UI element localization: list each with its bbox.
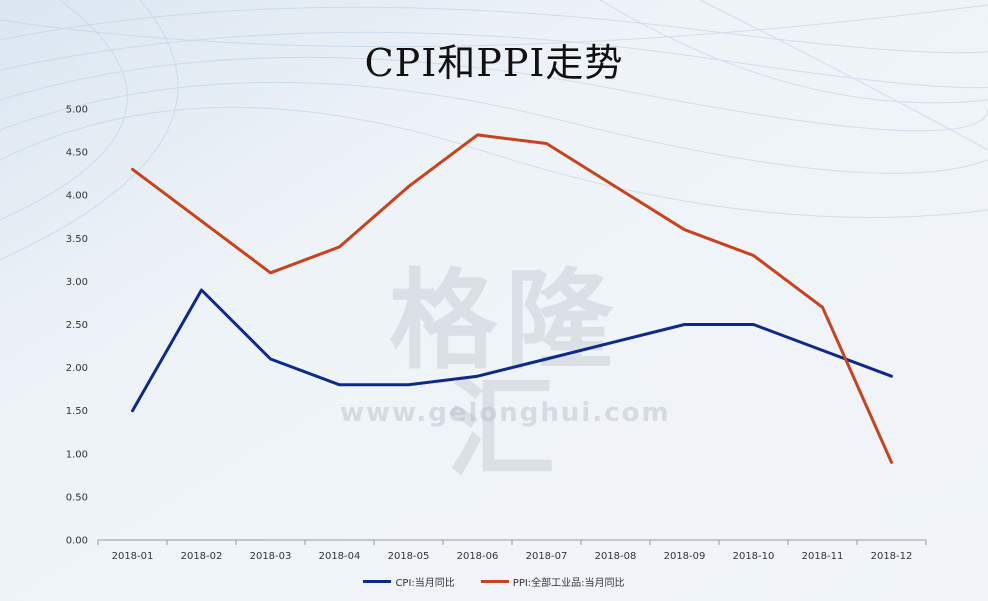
y-tick-label: 1.50 <box>66 406 88 417</box>
x-tick-label: 2018-04 <box>319 551 361 562</box>
x-tick-label: 2018-03 <box>250 551 292 562</box>
x-tick-label: 2018-12 <box>871 551 913 562</box>
chart-legend: CPI:当月同比 PPI:全部工业品:当月同比 <box>0 574 988 589</box>
x-tick-label: 2018-05 <box>388 551 430 562</box>
y-tick-label: 5.00 <box>66 105 88 116</box>
x-tick-label: 2018-09 <box>664 551 706 562</box>
y-tick-label: 3.50 <box>66 234 88 245</box>
y-tick-label: 4.50 <box>66 148 88 159</box>
y-tick-label: 4.00 <box>66 191 88 202</box>
x-tick-label: 2018-07 <box>526 551 568 562</box>
chart-title: CPI和PPI走势 <box>364 41 624 85</box>
watermark-logo-text: 格隆汇 <box>388 259 621 492</box>
legend-item-cpi: CPI:当月同比 <box>363 574 455 589</box>
legend-item-ppi: PPI:全部工业品:当月同比 <box>480 574 625 589</box>
x-tick-label: 2018-10 <box>733 551 775 562</box>
legend-swatch-cpi <box>363 580 392 583</box>
y-tick-label: 1.00 <box>66 449 88 460</box>
legend-swatch-ppi <box>480 580 509 583</box>
legend-label-ppi: PPI:全部工业品:当月同比 <box>512 578 625 589</box>
x-tick-label: 2018-11 <box>802 551 844 562</box>
watermark-url: www.gelonghui.com <box>340 398 671 428</box>
x-tick-label: 2018-06 <box>457 551 499 562</box>
legend-label-cpi: CPI:当月同比 <box>395 578 455 589</box>
series-line-ppi <box>131 133 893 464</box>
x-tick-label: 2018-02 <box>181 551 223 562</box>
y-tick-label: 0.00 <box>66 536 88 547</box>
series-line-cpi <box>131 288 893 413</box>
x-tick-label: 2018-08 <box>595 551 637 562</box>
y-tick-label: 2.00 <box>66 363 88 374</box>
y-tick-label: 2.50 <box>66 320 88 331</box>
y-tick-label: 0.50 <box>66 492 88 503</box>
x-tick-label: 2018-01 <box>112 551 154 562</box>
y-tick-label: 3.00 <box>66 277 88 288</box>
